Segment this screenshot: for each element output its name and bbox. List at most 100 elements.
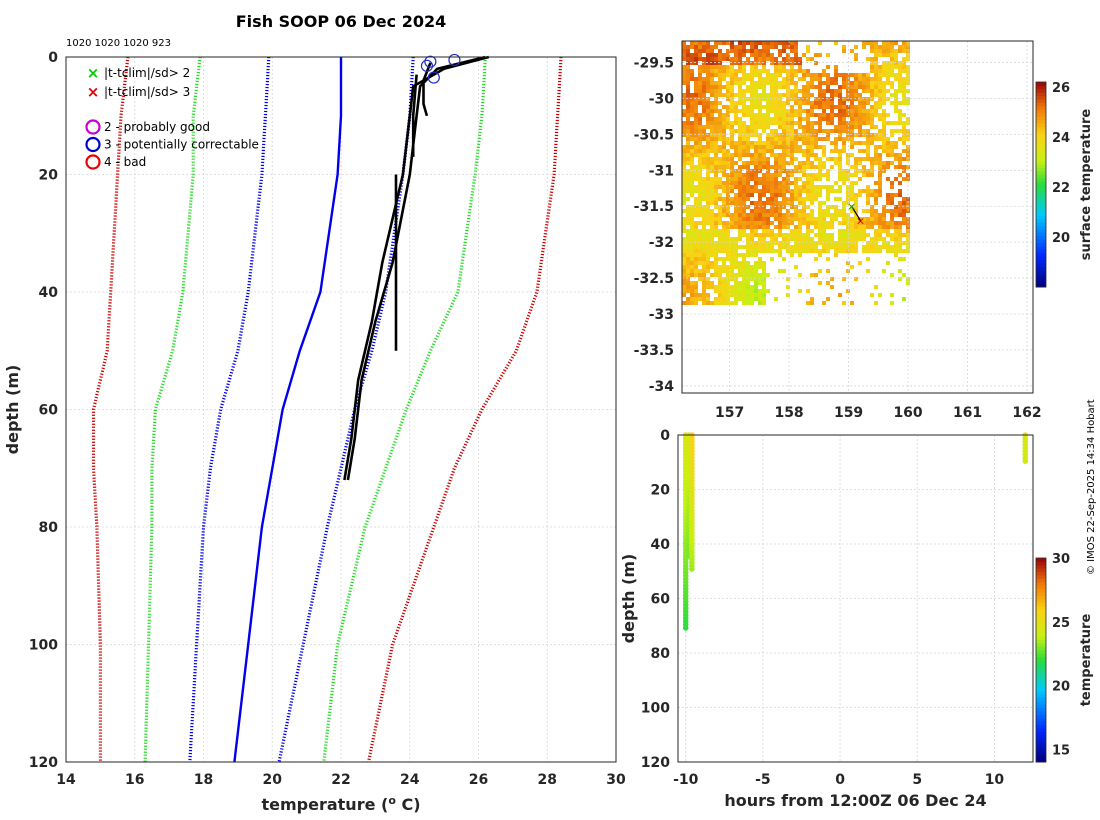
sst-cell (726, 205, 730, 209)
sst-cell (734, 177, 738, 181)
sst-cell (826, 245, 830, 249)
colorbar-frame (1035, 81, 1047, 288)
sst-cell (694, 97, 698, 101)
sst-cell (902, 77, 906, 81)
sst-cell (858, 113, 862, 117)
sst-cell (762, 41, 766, 45)
sst-cell (682, 41, 686, 45)
sst-cell (834, 189, 838, 193)
sst-cell (750, 177, 754, 181)
sst-cell (854, 97, 858, 101)
sst-cell (770, 85, 774, 89)
sst-cell (726, 281, 730, 285)
sst-cell (730, 141, 734, 145)
sst-cell (786, 201, 790, 205)
sst-cell (786, 97, 790, 101)
sst-cell (706, 189, 710, 193)
sst-cell (854, 105, 858, 109)
sst-cell (882, 109, 886, 113)
sst-cell (754, 177, 758, 181)
sst-cell (830, 149, 834, 153)
sst-cell (814, 165, 818, 169)
sst-cell (890, 301, 894, 305)
sst-cell (822, 201, 826, 205)
sst-cell (770, 53, 774, 57)
sst-cell (738, 289, 742, 293)
sst-cell (874, 93, 878, 97)
sst-cell (718, 237, 722, 241)
sst-cell (878, 53, 882, 57)
sst-cell (814, 85, 818, 89)
sst-cell (774, 153, 778, 157)
sst-cell (762, 89, 766, 93)
sst-cell (734, 105, 738, 109)
sst-cell (690, 101, 694, 105)
sst-cell (870, 241, 874, 245)
sst-cell (778, 173, 782, 177)
sst-cell (806, 89, 810, 93)
sst-cell (842, 241, 846, 245)
sst-cell (758, 137, 762, 141)
sst-cell (714, 197, 718, 201)
sst-cell (882, 41, 886, 45)
sst-cell (750, 225, 754, 229)
sst-cell (846, 245, 850, 249)
sst-cell (898, 73, 902, 77)
sst-cell (842, 201, 846, 205)
sst-cell (834, 149, 838, 153)
sst-cell (882, 89, 886, 93)
sst-cell (826, 193, 830, 197)
sst-cell (714, 233, 718, 237)
sst-cell (690, 61, 694, 65)
sst-cell (806, 229, 810, 233)
y-tick-label: -33 (649, 307, 674, 323)
colorbar-cell (1036, 700, 1046, 705)
sst-cell (890, 193, 894, 197)
sst-cell (782, 93, 786, 97)
sst-cell (710, 281, 714, 285)
sst-cell (886, 193, 890, 197)
sst-cell (770, 45, 774, 49)
sst-cell (810, 245, 814, 249)
sst-cell (870, 249, 874, 253)
sst-cell (890, 213, 894, 217)
sst-cell (738, 265, 742, 269)
sst-cell (854, 169, 858, 173)
sst-cell (870, 89, 874, 93)
sst-cell (738, 181, 742, 185)
sst-cell (882, 137, 886, 141)
sst-cell (694, 205, 698, 209)
x-tick-label: 20 (263, 772, 283, 788)
sst-cell (838, 293, 842, 297)
sst-cell (778, 205, 782, 209)
sst-cell (770, 165, 774, 169)
sst-cell (810, 145, 814, 149)
sst-cell (898, 181, 902, 185)
sst-cell (762, 201, 766, 205)
sst-cell (738, 81, 742, 85)
sst-cell (734, 149, 738, 153)
sst-cell (734, 117, 738, 121)
sst-cell (710, 49, 714, 53)
sst-cell (846, 201, 850, 205)
sst-cell (762, 161, 766, 165)
colorbar-cell (1036, 112, 1046, 117)
sst-cell (746, 281, 750, 285)
sst-cell (738, 297, 742, 301)
sst-cell (722, 233, 726, 237)
sst-cell (806, 137, 810, 141)
sst-cell (902, 213, 906, 217)
sst-cell (834, 213, 838, 217)
sst-cell (698, 97, 702, 101)
sst-cell (774, 77, 778, 81)
sst-cell (690, 105, 694, 109)
sst-cell (866, 57, 870, 61)
sst-cell (866, 185, 870, 189)
sst-cell (686, 113, 690, 117)
sst-cell (814, 257, 818, 261)
sst-cell (798, 121, 802, 125)
sst-cell (846, 113, 850, 117)
sst-cell (742, 61, 746, 65)
sst-cell (858, 73, 862, 77)
sst-cell (750, 53, 754, 57)
